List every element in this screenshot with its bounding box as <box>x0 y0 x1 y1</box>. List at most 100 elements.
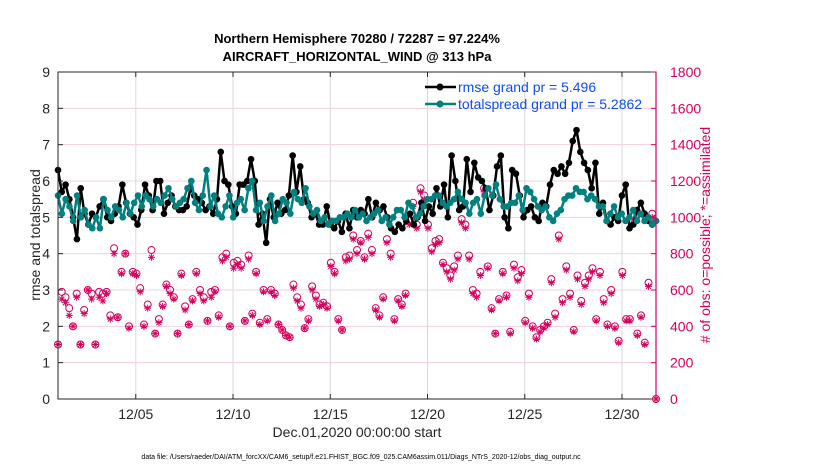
y2-tick-label: 1800 <box>670 64 701 80</box>
asterisk-stroke <box>62 299 69 306</box>
obs-assimilated-point <box>521 319 529 327</box>
y-axis-label: rmse and totalspread <box>27 169 43 301</box>
series-point-totalspread <box>591 195 599 203</box>
series-point-rmse <box>296 163 304 170</box>
series-point-totalspread <box>389 214 397 221</box>
asterisk-stroke <box>264 318 271 324</box>
series-point-totalspread <box>188 177 195 185</box>
asterisk-stroke <box>600 299 607 306</box>
series-point-totalspread <box>146 195 153 203</box>
obs-assimilated-point <box>618 271 626 279</box>
obs-assimilated-point <box>450 266 458 274</box>
asterisk-stroke <box>559 299 566 306</box>
asterisk-stroke <box>77 341 84 348</box>
y-tick-label: 3 <box>42 282 50 298</box>
series-point-totalspread <box>127 210 134 217</box>
asterisk-stroke <box>122 250 129 257</box>
series-point-totalspread <box>237 195 245 203</box>
series-point-rmse <box>471 159 478 167</box>
asterisk-stroke <box>88 296 95 302</box>
legend: rmse grand pr = 5.496 totalspread grand … <box>425 79 642 112</box>
asterisk-stroke <box>144 305 151 312</box>
obs-assimilated-point <box>297 304 305 312</box>
asterisk-stroke <box>193 270 200 277</box>
asterisk-stroke <box>458 219 465 226</box>
series-point-totalspread <box>245 184 252 192</box>
asterisk-stroke <box>425 225 431 232</box>
asterisk-stroke <box>641 341 648 348</box>
series-point-rmse <box>330 224 338 232</box>
asterisk-stroke <box>477 272 484 279</box>
series-point-rmse <box>554 170 561 178</box>
obs-assimilated-point <box>607 290 615 298</box>
obs-assimilated-point <box>424 224 432 232</box>
series-point-totalspread <box>351 206 359 214</box>
asterisk-stroke <box>335 318 342 324</box>
series-point-rmse <box>520 214 527 221</box>
obs-assimilated-point <box>637 313 645 321</box>
series-point-rmse <box>592 159 599 167</box>
series-point-totalspread <box>515 192 523 199</box>
asterisk-stroke <box>245 256 252 262</box>
asterisk-stroke <box>570 328 577 335</box>
asterisk-stroke <box>473 294 480 301</box>
obs-assimilated-point <box>473 293 481 301</box>
asterisk-stroke <box>578 301 585 308</box>
obs-assimilated-point <box>570 328 578 336</box>
series-point-totalspread <box>568 192 576 199</box>
asterisk-stroke <box>163 283 170 290</box>
series-point-totalspread <box>549 217 557 225</box>
series-point-totalspread <box>454 188 462 196</box>
series-point-rmse <box>440 181 448 188</box>
asterisk-stroke <box>634 332 641 339</box>
obs-assimilated-point <box>428 248 436 256</box>
y2-tick-label: 0 <box>670 391 678 407</box>
series-point-totalspread <box>69 217 77 225</box>
obs-assimilated-point <box>592 317 600 325</box>
series-point-totalspread <box>473 195 481 203</box>
series-point-totalspread <box>302 184 309 192</box>
series-point-rmse <box>501 214 508 221</box>
series-point-totalspread <box>603 217 610 225</box>
obs-assimilated-point <box>585 275 593 283</box>
asterisk-stroke <box>152 330 159 337</box>
obs-assimilated-point <box>312 295 320 303</box>
obs-assimilated-point <box>88 295 96 303</box>
asterisk-stroke <box>499 270 506 277</box>
asterisk-stroke <box>402 292 409 299</box>
series-point-totalspread <box>359 210 367 217</box>
asterisk-stroke <box>548 279 555 286</box>
series-point-totalspread <box>435 192 443 199</box>
series-point-totalspread <box>157 199 165 207</box>
asterisk-stroke <box>608 290 615 297</box>
asterisk-stroke <box>182 307 188 313</box>
series-point-totalspread <box>321 214 328 221</box>
series-point-rmse <box>486 206 493 214</box>
obs-assimilated-point <box>495 297 503 305</box>
series-point-rmse <box>156 177 164 185</box>
obs-assimilated-point <box>170 295 178 303</box>
asterisk-stroke <box>66 312 73 319</box>
obs-assimilated-point <box>125 324 133 332</box>
series-point-rmse <box>433 184 440 192</box>
y2-tick-label: 200 <box>670 355 694 371</box>
obs-assimilated-point <box>514 277 522 285</box>
obs-assimilated-point <box>633 331 641 339</box>
x-axis: 12/05 12/10 12/15 12/20 12/25 12/30 <box>118 72 640 422</box>
asterisk-stroke <box>555 236 562 242</box>
series-point-rmse <box>365 195 372 203</box>
series-point-rmse <box>505 224 512 232</box>
series-point-totalspread <box>618 210 626 217</box>
obs-assimilated-point <box>222 253 230 261</box>
asterisk-stroke <box>638 314 644 321</box>
asterisk-stroke <box>518 270 525 277</box>
series-point-totalspread <box>633 217 641 225</box>
series-point-totalspread <box>275 210 283 217</box>
obs-assimilated-point <box>574 275 582 283</box>
obs-assimilated-point <box>544 321 552 329</box>
obs-assimilated-point <box>529 324 537 332</box>
asterisk-stroke <box>111 250 117 257</box>
series-point-totalspread <box>62 195 69 203</box>
asterisk-stroke <box>286 334 293 341</box>
